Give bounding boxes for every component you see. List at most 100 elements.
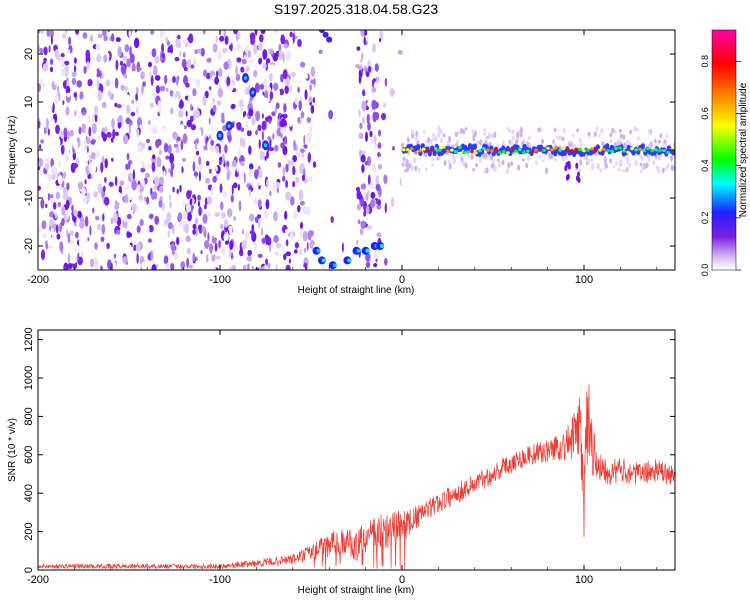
noise-blob xyxy=(181,149,187,159)
noise-blob xyxy=(195,138,199,144)
noise-blob xyxy=(82,111,86,116)
noise-blob xyxy=(146,196,150,205)
noise-blob xyxy=(268,48,274,55)
noise-blob xyxy=(229,38,233,44)
noise-blob xyxy=(126,231,130,239)
noise-blob xyxy=(147,163,153,170)
noise-blob xyxy=(259,150,265,160)
signal-halo xyxy=(478,157,482,164)
noise-blob xyxy=(189,115,194,122)
noise-blob xyxy=(159,85,166,92)
noise-blob xyxy=(289,85,292,93)
signal-band-peak xyxy=(554,145,558,150)
noise-blob xyxy=(43,57,47,63)
noise-blob xyxy=(204,197,208,206)
signal-band-peak xyxy=(510,147,514,151)
signal-band-base xyxy=(605,143,610,150)
noise-blob xyxy=(261,120,266,131)
noise-blob xyxy=(116,216,122,227)
signal-band-peak xyxy=(422,147,426,151)
noise-blob xyxy=(201,225,206,233)
noise-blob xyxy=(73,92,77,98)
noise-blob xyxy=(167,221,173,230)
noise-blob xyxy=(75,190,81,197)
noise-blob xyxy=(232,108,238,119)
signal-band-peak xyxy=(402,148,406,152)
noise-blob xyxy=(253,69,258,78)
noise-blob xyxy=(255,129,258,135)
signal-halo xyxy=(640,155,644,162)
noise-blob xyxy=(141,84,144,95)
noise-blob xyxy=(175,30,178,38)
signal-halo xyxy=(484,136,488,143)
noise-blob xyxy=(248,108,254,117)
noise-blob xyxy=(366,113,370,124)
noise-blob xyxy=(282,52,285,63)
spectrogram-x-tick-label: 100 xyxy=(575,274,593,286)
noise-blob xyxy=(304,89,308,100)
arc-core xyxy=(347,258,352,263)
signal-halo xyxy=(408,162,412,169)
noise-blob xyxy=(357,219,361,225)
noise-blob xyxy=(62,100,65,105)
noise-blob xyxy=(174,48,177,54)
noise-blob xyxy=(48,44,51,53)
noise-blob xyxy=(73,215,77,223)
noise-blob xyxy=(272,133,275,140)
noise-blob xyxy=(359,210,363,222)
noise-blob xyxy=(57,175,63,185)
signal-halo xyxy=(534,160,538,166)
noise-blob xyxy=(300,221,303,230)
noise-blob xyxy=(113,249,118,255)
noise-blob xyxy=(141,136,145,144)
noise-blob xyxy=(289,247,295,253)
noise-blob xyxy=(289,118,293,128)
noise-blob xyxy=(238,147,241,159)
noise-blob xyxy=(114,102,118,108)
noise-blob xyxy=(240,105,243,114)
noise-blob xyxy=(126,58,131,67)
noise-blob xyxy=(373,227,378,233)
noise-blob xyxy=(249,32,256,41)
noise-blob xyxy=(38,190,42,195)
noise-blob xyxy=(106,131,112,138)
noise-blob xyxy=(158,102,162,114)
signal-halo xyxy=(666,163,670,168)
noise-blob xyxy=(209,243,213,253)
noise-blob xyxy=(138,66,142,72)
signal-halo xyxy=(636,136,640,141)
signal-halo xyxy=(406,166,410,172)
signal-band-peak xyxy=(534,148,538,152)
noise-blob xyxy=(130,111,136,117)
signal-halo xyxy=(579,142,583,149)
noise-blob xyxy=(363,36,366,46)
noise-blob xyxy=(219,183,223,194)
noise-blob xyxy=(254,241,257,250)
signal-band-peak xyxy=(506,151,510,155)
signal-band-peak xyxy=(646,147,650,151)
signal-halo xyxy=(431,158,435,162)
noise-blob xyxy=(294,96,299,105)
noise-blob xyxy=(60,56,65,68)
noise-blob xyxy=(38,120,41,129)
noise-blob xyxy=(264,90,268,101)
noise-blob xyxy=(300,148,305,153)
spectrogram-y-axis-label: Frequency (Hz) xyxy=(7,116,18,185)
signal-halo xyxy=(483,168,487,174)
noise-blob xyxy=(205,177,211,184)
noise-blob xyxy=(270,64,275,72)
noise-blob xyxy=(264,129,270,139)
signal-halo xyxy=(599,168,603,173)
noise-blob xyxy=(140,167,146,173)
noise-blob xyxy=(175,37,179,48)
noise-blob xyxy=(397,49,403,55)
noise-blob xyxy=(241,229,245,235)
noise-blob xyxy=(77,210,82,219)
noise-blob xyxy=(365,205,370,215)
noise-blob xyxy=(200,250,203,255)
noise-blob xyxy=(144,172,150,178)
noise-blob xyxy=(142,142,146,150)
signal-band-peak xyxy=(450,148,454,152)
noise-blob xyxy=(232,182,238,189)
noise-blob xyxy=(39,40,42,51)
